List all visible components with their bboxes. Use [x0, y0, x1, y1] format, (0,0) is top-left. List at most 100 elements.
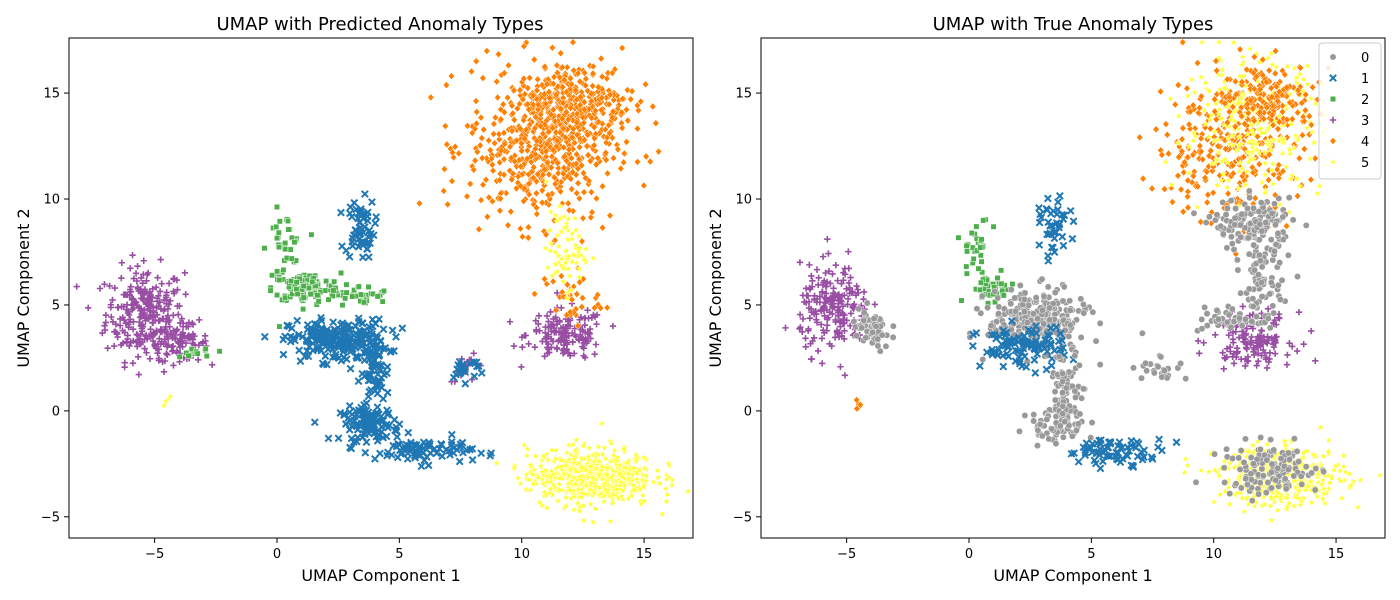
data-point-class-4 [547, 163, 555, 172]
data-point-class-1 [361, 448, 370, 457]
data-point-class-1 [432, 449, 441, 458]
data-point-class-4 [637, 97, 645, 106]
data-point-class-5 [1241, 180, 1250, 188]
data-point-class-5 [589, 518, 597, 526]
data-point-class-3 [137, 340, 144, 348]
data-point-class-3 [182, 339, 190, 347]
data-point-class-3 [1194, 337, 1202, 345]
data-point-class-3 [536, 327, 543, 334]
data-point-class-2 [325, 296, 332, 303]
data-point-class-4 [1267, 84, 1275, 93]
data-point-class-1 [1066, 206, 1075, 215]
data-point-class-4 [451, 142, 459, 151]
data-point-class-1 [328, 353, 337, 362]
data-point-class-3 [132, 270, 140, 277]
data-point-class-2 [287, 246, 294, 253]
data-point-class-3 [518, 363, 525, 371]
data-point-class-1 [317, 313, 325, 322]
data-point-class-0 [1078, 394, 1086, 402]
data-point-class-4 [624, 116, 632, 125]
data-point-class-3 [820, 279, 827, 286]
data-point-class-2 [273, 223, 280, 230]
data-point-class-4 [567, 175, 575, 183]
data-point-class-2 [203, 353, 210, 360]
data-point-class-5 [1210, 137, 1219, 145]
data-point-class-2 [274, 235, 281, 242]
data-point-class-4 [475, 225, 483, 234]
data-point-class-1 [455, 357, 464, 366]
data-point-class-4 [493, 77, 501, 86]
data-point-class-1 [334, 434, 343, 443]
data-point-class-4 [497, 146, 505, 155]
data-point-class-4 [496, 158, 504, 167]
data-point-class-5 [560, 470, 569, 478]
data-point-class-4 [620, 149, 628, 158]
data-point-class-3 [796, 311, 804, 318]
data-point-class-5 [1311, 99, 1320, 107]
data-point-class-3 [1200, 339, 1207, 346]
data-point-class-3 [559, 347, 567, 354]
data-point-class-4 [479, 74, 487, 82]
data-point-class-5 [616, 478, 625, 486]
data-point-class-0 [1266, 324, 1274, 332]
data-point-class-3 [158, 280, 165, 287]
data-point-class-3 [1261, 349, 1269, 357]
data-point-class-5 [610, 446, 619, 454]
data-point-class-4 [483, 47, 491, 55]
data-point-class-3 [1254, 333, 1261, 340]
y-tick-label: 10 [43, 193, 60, 208]
data-point-class-3 [547, 308, 554, 316]
data-point-class-1 [1023, 339, 1031, 348]
data-point-class-4 [538, 198, 546, 207]
data-point-class-0 [1253, 313, 1260, 321]
data-point-class-4 [560, 143, 568, 152]
data-point-class-4 [463, 122, 472, 130]
data-point-class-0 [1257, 199, 1265, 207]
data-point-class-5 [1190, 88, 1199, 96]
data-point-class-2 [360, 299, 367, 306]
data-point-class-4 [472, 97, 480, 105]
data-point-class-5 [1217, 176, 1225, 184]
data-point-class-4 [521, 90, 529, 99]
data-point-class-5 [1339, 451, 1348, 459]
data-point-class-4 [1207, 146, 1215, 155]
data-point-class-4 [553, 61, 561, 70]
data-point-class-2 [355, 283, 362, 290]
data-point-class-0 [1077, 333, 1085, 341]
data-point-class-5 [1221, 154, 1229, 163]
data-point-class-1 [474, 362, 483, 371]
data-point-class-2 [322, 287, 329, 294]
data-point-class-4 [573, 95, 581, 104]
data-point-class-0 [862, 334, 870, 342]
data-point-class-4 [608, 113, 616, 122]
data-point-class-5 [1261, 148, 1269, 156]
data-point-class-5 [563, 293, 572, 302]
data-point-class-3 [809, 277, 816, 285]
data-point-class-1 [419, 444, 428, 452]
data-point-class-3 [1243, 345, 1251, 353]
data-point-class-4 [500, 69, 508, 78]
data-point-class-3 [170, 275, 177, 282]
data-point-class-1 [417, 462, 426, 471]
data-point-class-4 [617, 164, 625, 173]
data-point-class-5 [577, 492, 586, 501]
data-point-class-5 [598, 419, 606, 427]
data-point-class-3 [1223, 353, 1231, 361]
data-point-class-5 [579, 516, 588, 524]
data-point-class-4 [578, 303, 586, 311]
data-point-class-4 [531, 150, 540, 159]
data-point-class-5 [1223, 158, 1232, 166]
data-point-class-4 [506, 142, 514, 151]
data-point-class-5 [557, 462, 566, 470]
data-point-class-3 [553, 345, 561, 353]
data-point-class-4 [1232, 90, 1240, 99]
data-point-class-0 [1051, 396, 1059, 404]
data-point-class-3 [121, 363, 128, 371]
data-point-class-5 [534, 473, 543, 481]
data-point-class-4 [531, 290, 539, 298]
data-point-class-3 [143, 277, 150, 284]
data-point-class-4 [1183, 84, 1191, 93]
data-point-class-4 [1256, 108, 1264, 117]
data-point-class-1 [1035, 241, 1044, 249]
data-point-class-1 [342, 355, 351, 364]
